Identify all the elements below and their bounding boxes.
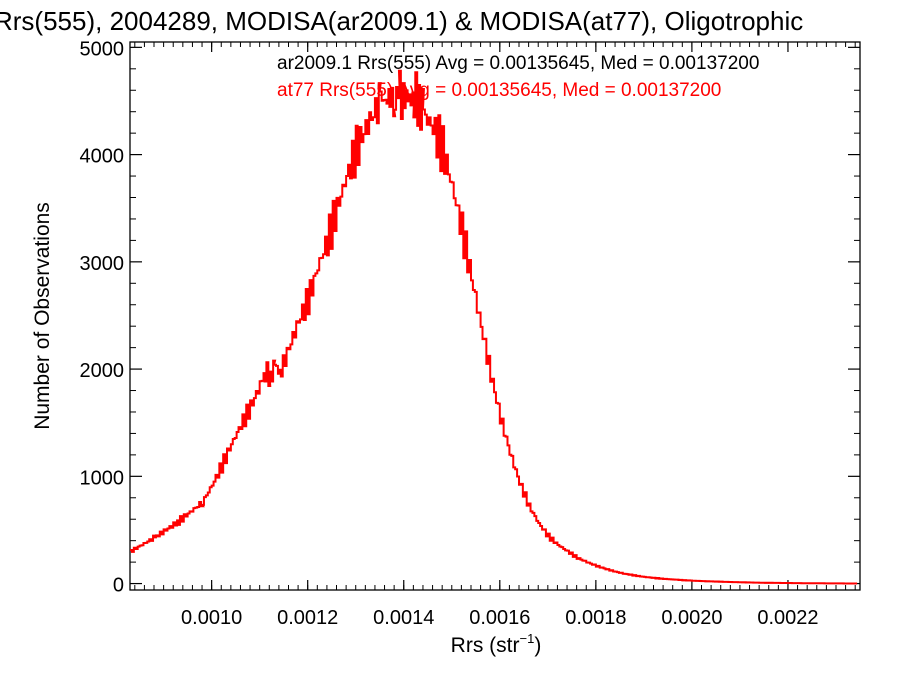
x-tick-label: 0.0022 (757, 607, 818, 629)
chart-title: Rrs(555), 2004289, MODISA(ar2009.1) & MO… (0, 6, 803, 36)
y-tick-label: 0 (113, 575, 124, 597)
y-tick-label: 5000 (80, 38, 125, 60)
y-tick-label: 1000 (80, 467, 125, 489)
x-tick-label: 0.0016 (469, 607, 530, 629)
x-axis-label-superscript: −1 (520, 631, 535, 646)
annotation-ar2009: ar2009.1 Rrs(555) Avg = 0.00135645, Med … (277, 53, 759, 74)
x-axis-label-close: ) (534, 634, 541, 657)
plot-frame (129, 41, 861, 591)
x-tick-label: 0.0010 (181, 607, 242, 629)
y-axis: 0 1000 2000 3000 4000 5000 (80, 38, 860, 597)
y-axis-label: Number of Observations (31, 202, 54, 430)
series-histogram-line (130, 69, 858, 585)
x-tick-label: 0.0012 (277, 607, 338, 629)
x-axis-label: Rrs (str−1) (451, 631, 542, 657)
x-axis: 0.0010 0.0012 0.0014 0.0016 0.0018 0.0020 0.00… (134, 42, 856, 629)
x-tick-label: 0.0020 (661, 607, 722, 629)
y-tick-label: 2000 (80, 360, 125, 382)
y-tick-label: 3000 (80, 253, 125, 275)
x-tick-label: 0.0014 (373, 607, 434, 629)
annotation-at77: at77 Rrs(555) Avg = 0.00135645, Med = 0.… (277, 80, 721, 101)
y-tick-label: 4000 (80, 146, 125, 168)
x-tick-label: 0.0018 (565, 607, 626, 629)
